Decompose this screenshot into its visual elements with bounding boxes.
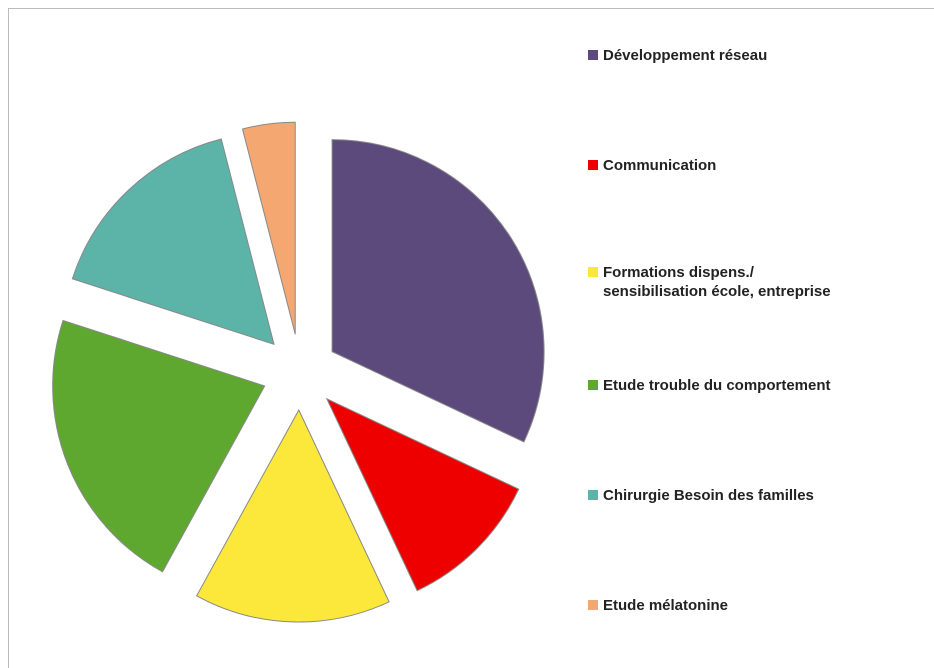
legend-label: Chirurgie Besoin des familles [603, 487, 814, 504]
legend-item: Etude mélatonine [588, 596, 728, 615]
legend-label: Communication [603, 157, 717, 174]
chart-frame [8, 8, 934, 668]
legend-label: Formations dispens./ sensibilisation éco… [603, 264, 831, 300]
legend-label: Etude trouble du comportement [603, 377, 831, 394]
legend-swatch [588, 50, 598, 60]
legend-item: Formations dispens./ sensibilisation éco… [588, 263, 831, 301]
legend-swatch [588, 380, 598, 390]
legend-item: Communication [588, 156, 716, 175]
legend-item: Etude trouble du comportement [588, 376, 831, 395]
pie-slice [325, 397, 520, 592]
pie-slice [331, 139, 545, 443]
pie-slice [52, 319, 266, 573]
legend-label: Etude mélatonine [603, 597, 729, 614]
legend-label: Développement réseau [603, 47, 768, 64]
legend-item: Développement réseau [588, 46, 767, 65]
legend-swatch [588, 600, 598, 610]
legend-swatch [588, 160, 598, 170]
legend-item: Chirurgie Besoin des familles [588, 486, 814, 505]
legend-swatch [588, 490, 598, 500]
pie-slice [195, 408, 390, 623]
pie-slice [71, 138, 275, 346]
pie-slice [241, 121, 296, 335]
legend-swatch [588, 267, 598, 277]
